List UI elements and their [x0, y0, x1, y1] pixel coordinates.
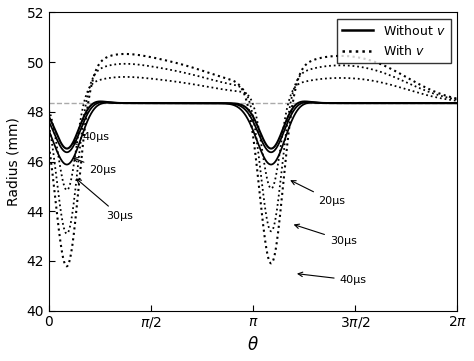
- X-axis label: $\theta$: $\theta$: [247, 336, 259, 354]
- Legend: Without $v$, With $v$: Without $v$, With $v$: [337, 19, 451, 63]
- Text: 30μs: 30μs: [295, 224, 357, 245]
- Text: 30μs: 30μs: [77, 179, 133, 221]
- Y-axis label: Radius (mm): Radius (mm): [7, 117, 21, 206]
- Text: 40μs: 40μs: [73, 132, 110, 144]
- Text: 20μs: 20μs: [73, 158, 116, 175]
- Text: 40μs: 40μs: [298, 272, 366, 285]
- Text: 20μs: 20μs: [291, 181, 345, 206]
